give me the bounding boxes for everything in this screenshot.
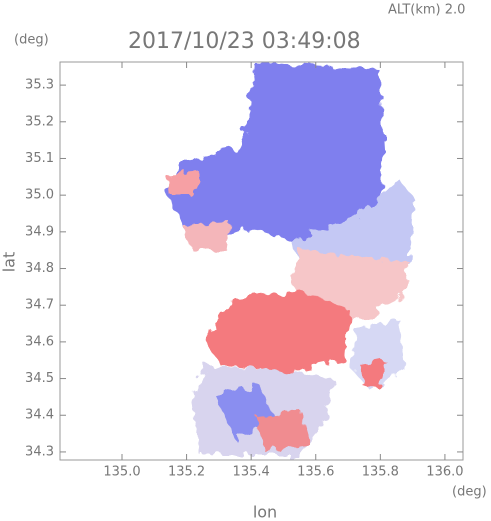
x-tick-label: 135.4	[233, 465, 270, 480]
y-tick-label: 34.9	[25, 224, 54, 239]
x-tick-label: 135.6	[297, 465, 334, 480]
radar-field	[165, 62, 415, 455]
y-tick-label: 34.3	[25, 444, 54, 459]
x-tick-label: 136.0	[426, 465, 463, 480]
y-tick-label: 35.0	[25, 188, 54, 203]
y-tick-label: 35.3	[25, 78, 54, 93]
y-tick-label: 34.8	[25, 261, 54, 276]
y-tick-label: 34.5	[25, 371, 54, 386]
y-unit: (deg)	[14, 33, 49, 48]
x-unit: (deg)	[452, 485, 487, 500]
x-axis-label: lon	[253, 503, 277, 521]
chart-title: 2017/10/23 03:49:08	[128, 29, 361, 54]
y-tick-label: 34.4	[25, 408, 54, 423]
x-tick-label: 135.8	[362, 465, 399, 480]
altitude: ALT(km) 2.0	[388, 3, 465, 18]
y-tick-label: 35.2	[25, 114, 54, 129]
x-tick-label: 135.2	[168, 465, 205, 480]
y-axis-label: lat	[0, 252, 19, 273]
y-tick-label: 34.6	[25, 334, 54, 349]
x-tick-label: 135.0	[103, 465, 140, 480]
y-tick-label: 34.7	[25, 298, 54, 313]
plot-frame	[59, 61, 464, 461]
y-tick-label: 35.1	[25, 151, 54, 166]
